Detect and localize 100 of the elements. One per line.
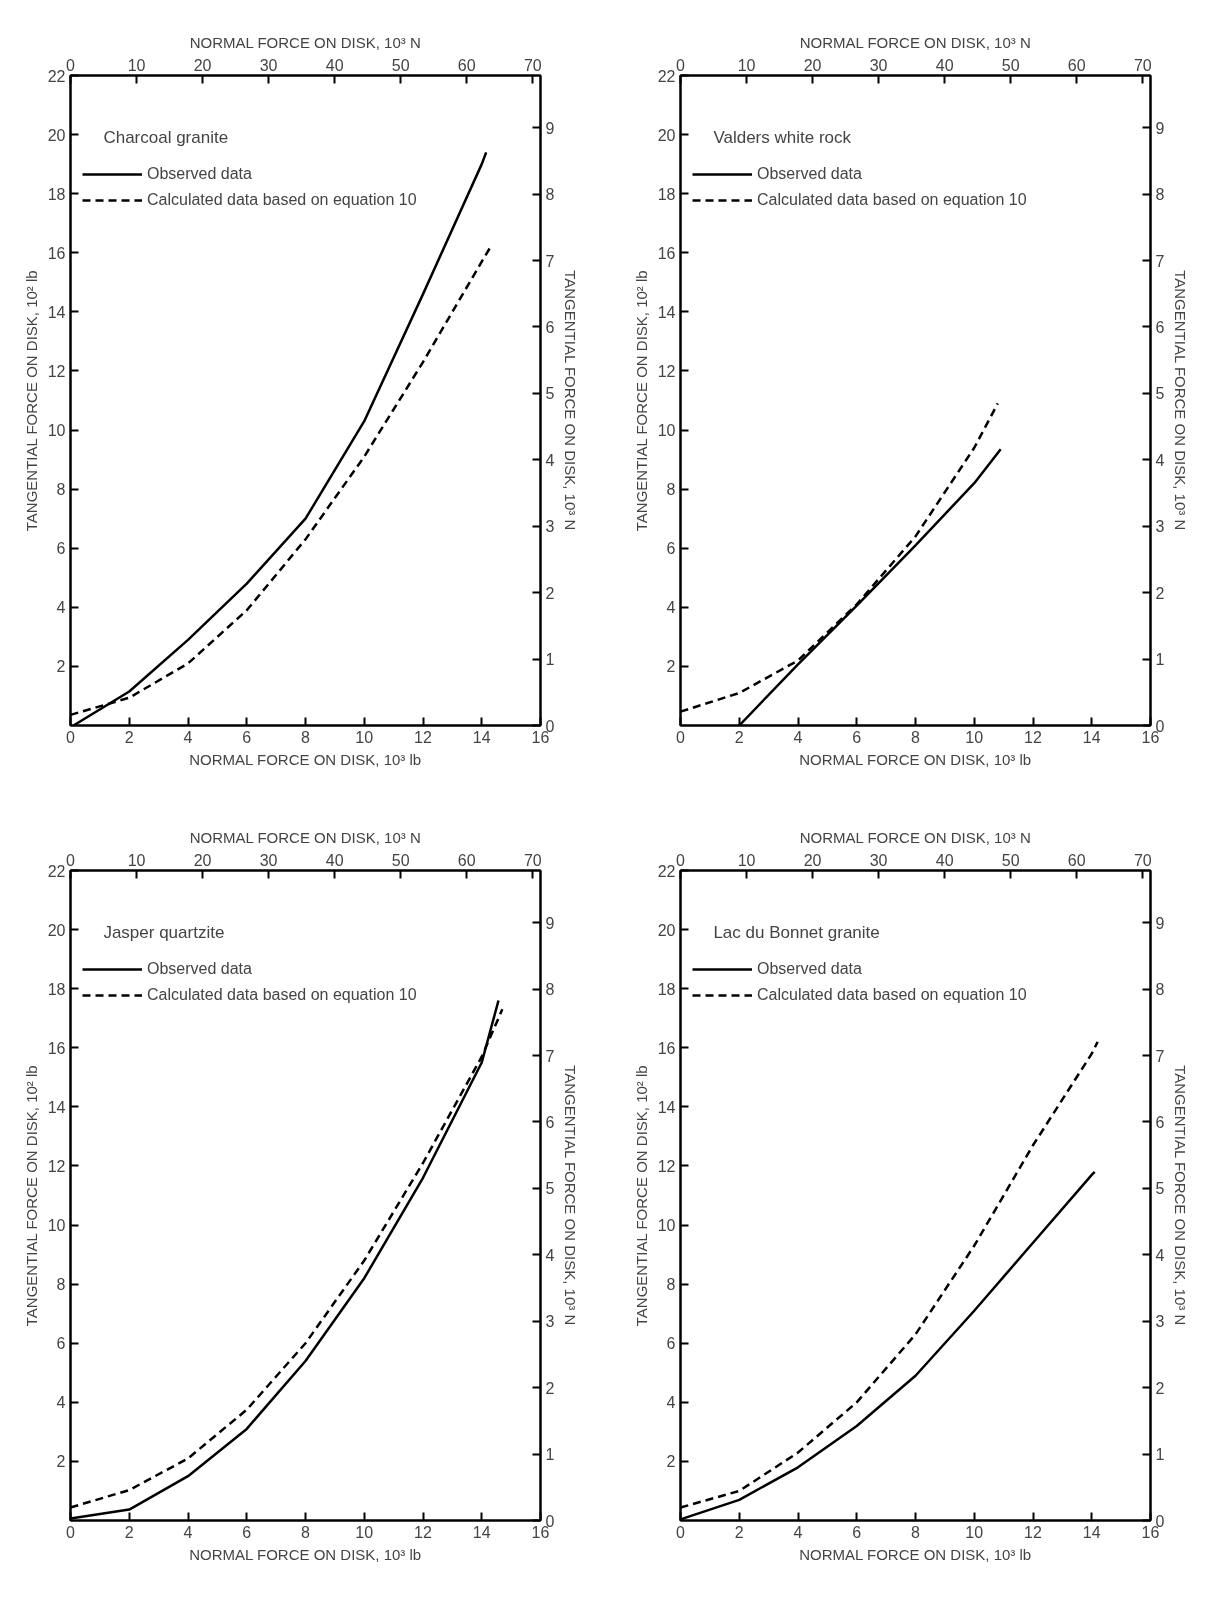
y-tick-label: 22	[657, 862, 676, 880]
y-tick-label: 22	[657, 67, 676, 85]
x-tick-label: 2	[124, 1523, 134, 1541]
y-tick-label: 20	[47, 126, 66, 144]
y-axis-title: TANGENTIAL FORCE ON DISK, 10² lb	[632, 1065, 650, 1327]
y2-tick-label: 9	[545, 914, 555, 932]
y-tick-label: 10	[657, 422, 676, 440]
x-tick-label: 8	[301, 1523, 311, 1541]
x2-tick-label: 30	[259, 851, 278, 869]
y2-axis-title: TANGENTIAL FORCE ON DISK, 10³ N	[1172, 1065, 1190, 1326]
y2-tick-label: 9	[545, 119, 555, 137]
x-tick-label: 12	[414, 1523, 432, 1541]
x-tick-label: 6	[242, 728, 252, 746]
y2-tick-label: 3	[1155, 1313, 1165, 1331]
y-tick-label: 20	[657, 126, 676, 144]
y2-tick-label: 9	[1155, 914, 1165, 932]
x-tick-label: 0	[66, 1523, 76, 1541]
y2-tick-label: 1	[1155, 651, 1165, 669]
x-tick-label: 8	[911, 1523, 921, 1541]
x2-tick-label: 40	[935, 56, 954, 74]
x2-tick-label: 20	[193, 56, 212, 74]
y-tick-label: 18	[47, 980, 66, 998]
text: Valders white rock	[713, 128, 852, 147]
x-tick-label: 0	[676, 1523, 686, 1541]
x-axis-title: NORMAL FORCE ON DISK, 10³ lb	[189, 750, 422, 768]
x2-tick-label: 50	[391, 851, 410, 869]
y-tick-label: 8	[666, 1276, 676, 1294]
x2-axis-title: NORMAL FORCE ON DISK, 10³ N	[799, 33, 1031, 51]
y-tick-label: 16	[47, 244, 66, 262]
y2-axis-title: TANGENTIAL FORCE ON DISK, 10³ N	[1172, 270, 1190, 531]
y2-tick-label: 5	[1155, 1180, 1165, 1198]
x-tick-label: 4	[183, 1523, 193, 1541]
y-tick-label: 16	[657, 1039, 676, 1057]
x-tick-label: 10	[965, 728, 984, 746]
y-tick-label: 8	[56, 481, 66, 499]
y-tick-label: 4	[56, 599, 66, 617]
x2-tick-label: 70	[1133, 851, 1152, 869]
x2-tick-label: 70	[1133, 56, 1152, 74]
x-tick-label: 14	[472, 728, 491, 746]
y-tick-label: 18	[657, 185, 676, 203]
y-tick-label: 4	[56, 1394, 66, 1412]
y2-axis-title: TANGENTIAL FORCE ON DISK, 10³ N	[562, 1065, 580, 1326]
x-tick-label: 10	[355, 1523, 374, 1541]
y-tick-label: 10	[47, 1217, 66, 1235]
legend-label: Calculated data based on equation 10	[757, 986, 1027, 1004]
x-tick-label: 0	[66, 728, 76, 746]
y-tick-label: 20	[657, 921, 676, 939]
x-tick-label: 2	[734, 1523, 744, 1541]
x-tick-label: 6	[852, 728, 862, 746]
x2-axis-title: NORMAL FORCE ON DISK, 10³ N	[189, 33, 421, 51]
x2-axis-title: NORMAL FORCE ON DISK, 10³ N	[189, 828, 421, 846]
x-tick-label: 4	[183, 728, 193, 746]
x2-tick-label: 30	[869, 56, 888, 74]
x2-tick-label: 20	[193, 851, 212, 869]
y2-tick-label: 6	[1155, 318, 1165, 336]
legend-label: Observed data	[147, 165, 252, 183]
x-axis-title: NORMAL FORCE ON DISK, 10³ lb	[799, 1545, 1032, 1563]
x-tick-label: 10	[965, 1523, 984, 1541]
x2-tick-label: 40	[325, 851, 344, 869]
y2-tick-label: 2	[545, 1379, 555, 1397]
y-tick-label: 12	[47, 362, 66, 380]
y2-axis-title: TANGENTIAL FORCE ON DISK, 10³ N	[562, 270, 580, 531]
y-tick-label: 6	[56, 1335, 66, 1353]
x2-tick-label: 50	[1001, 851, 1020, 869]
y-tick-label: 6	[56, 540, 66, 558]
y-tick-label: 12	[657, 362, 676, 380]
x2-tick-label: 30	[869, 851, 888, 869]
y2-tick-label: 8	[545, 981, 555, 999]
x-tick-label: 12	[414, 728, 432, 746]
y-tick-label: 2	[56, 658, 66, 676]
y-tick-label: 10	[47, 422, 66, 440]
x-tick-label: 6	[242, 1523, 252, 1541]
y2-tick-label: 7	[545, 1047, 555, 1065]
legend-label: Calculated data based on equation 10	[757, 191, 1027, 209]
legend-label: Observed data	[757, 960, 862, 978]
y2-tick-label: 4	[545, 451, 555, 469]
y-tick-label: 10	[657, 1217, 676, 1235]
legend-label: Calculated data based on equation 10	[147, 191, 417, 209]
x-tick-label: 12	[1024, 728, 1042, 746]
y-tick-label: 8	[56, 1276, 66, 1294]
y2-tick-label: 3	[545, 518, 555, 536]
y2-tick-label: 4	[1155, 451, 1165, 469]
y-tick-label: 2	[56, 1453, 66, 1471]
x2-tick-label: 0	[676, 56, 686, 74]
x-tick-label: 2	[734, 728, 744, 746]
x2-tick-label: 50	[391, 56, 410, 74]
x-tick-label: 12	[1024, 1523, 1042, 1541]
y2-tick-label: 4	[1155, 1246, 1165, 1264]
y-tick-label: 18	[657, 980, 676, 998]
y-tick-label: 12	[657, 1157, 676, 1175]
x2-tick-label: 10	[737, 56, 756, 74]
y2-tick-label: 5	[545, 1180, 555, 1198]
y-tick-label: 18	[47, 185, 66, 203]
x-tick-label: 2	[124, 728, 134, 746]
x2-tick-label: 60	[1067, 851, 1086, 869]
y-tick-label: 22	[47, 67, 66, 85]
x2-axis-title: NORMAL FORCE ON DISK, 10³ N	[799, 828, 1031, 846]
y2-tick-label: 2	[1155, 584, 1165, 602]
x2-tick-label: 40	[325, 56, 344, 74]
x2-tick-label: 70	[523, 56, 542, 74]
